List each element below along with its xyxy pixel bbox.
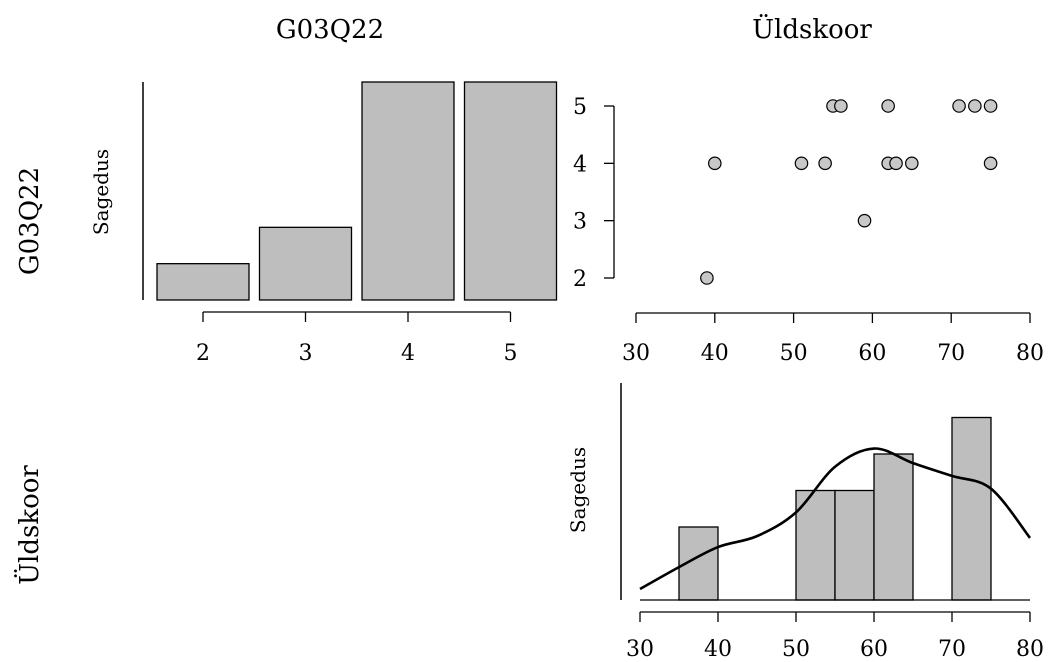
- scatter-x-tick-label: 80: [1016, 341, 1044, 366]
- hist1-bar-3: [258, 226, 353, 301]
- hist2-x-tick-label: 70: [938, 637, 966, 662]
- scatter-y-tick-label: 2: [573, 267, 587, 292]
- scatter-point: [968, 99, 982, 113]
- scatter-x-tick-label: 70: [937, 341, 965, 366]
- column-title-uldskoor: Üldskoor: [752, 13, 872, 45]
- hist1-x-tick-label: 5: [504, 341, 518, 366]
- hist2-bar-55-60: [834, 489, 875, 601]
- hist1-ylabel: Sagedus: [89, 149, 113, 235]
- hist2-x-tick-label: 80: [1016, 637, 1044, 662]
- scatter-point: [881, 99, 895, 113]
- scatter-x-tick-label: 40: [701, 341, 729, 366]
- hist2-x-tick-label: 50: [782, 637, 810, 662]
- scatter-y-tick-label: 5: [573, 95, 587, 120]
- scatter-x-tick-label: 60: [858, 341, 886, 366]
- scatter-point: [952, 99, 966, 113]
- scatter-x-tick-label: 50: [780, 341, 808, 366]
- scatter-point: [794, 156, 809, 171]
- hist2-x-tick-label: 40: [704, 637, 732, 662]
- hist1-x-tick-label: 3: [299, 341, 313, 366]
- scatter-point: [700, 271, 714, 285]
- scatter-x-tick-label: 30: [622, 341, 650, 366]
- scatter-y-tick-label: 3: [573, 210, 587, 235]
- hist2-bar-60-65: [873, 453, 914, 601]
- hist1-bar-4: [361, 81, 455, 301]
- scatter-y-tick-label: 4: [573, 152, 587, 177]
- column-title-g03q22: G03Q22: [276, 15, 384, 45]
- scatter-point: [889, 156, 903, 171]
- scatter-point: [707, 156, 722, 171]
- hist1-x-tick-label: 2: [196, 341, 210, 366]
- scatter-point: [983, 156, 998, 171]
- scatter-panel: 30 40 50 60 70 80 2 3 4 5: [573, 95, 1044, 366]
- hist1-panel: 2 3 4 5: [156, 81, 558, 366]
- hist2-x-tick-label: 60: [860, 637, 888, 662]
- hist2-ylabel: Sagedus: [566, 447, 590, 533]
- hist2-x-tick-label: 30: [626, 637, 654, 662]
- scatter-point: [857, 213, 872, 228]
- hist1-bar-5: [463, 81, 558, 301]
- row-label-g03q22: G03Q22: [15, 167, 45, 275]
- hist2-bar-70-75: [951, 416, 992, 601]
- scatter-point: [904, 156, 919, 171]
- hist1-bar-2: [156, 263, 250, 301]
- row-label-uldskoor: Üldskoor: [13, 465, 45, 585]
- hist1-x-tick-label: 4: [401, 341, 415, 366]
- hist2-density-curve: [639, 447, 1032, 591]
- scatter-point: [818, 156, 832, 171]
- scatter-point: [983, 99, 998, 113]
- scatter-point: [834, 99, 848, 113]
- hist2-panel: 30 40 50 60 70 80: [626, 416, 1044, 662]
